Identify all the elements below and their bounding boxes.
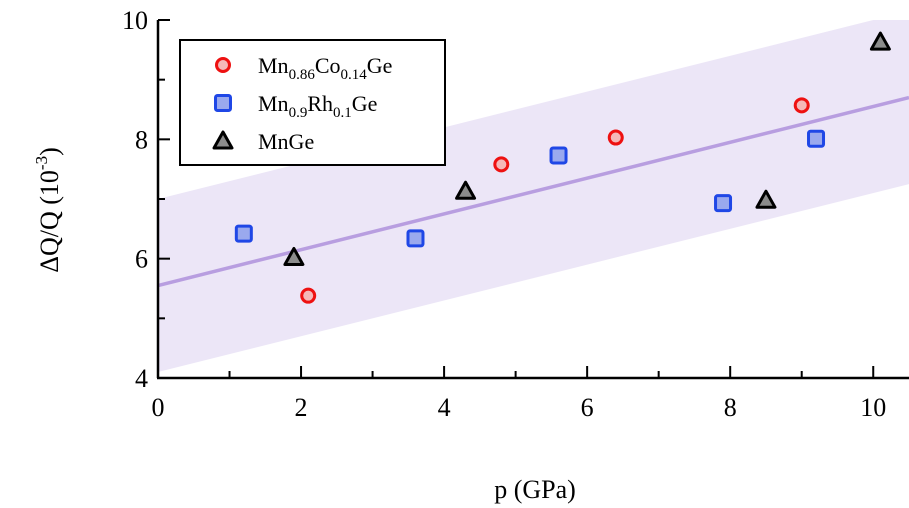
- data-point-triangle: [455, 180, 477, 200]
- legend-marker-circle: [215, 57, 231, 73]
- fit-line: [158, 95, 909, 288]
- x-tick-label: 10: [860, 393, 886, 422]
- legend-label-text: Mn: [258, 91, 289, 116]
- axes: 0 2 4 6 8 10 4 6 8 10: [122, 6, 909, 422]
- x-tick-label: 6: [581, 393, 594, 422]
- y-axis-title-exponent: -3: [32, 156, 51, 170]
- legend-label: Mn0.86Co0.14Ge: [258, 53, 392, 83]
- legend-label: MnGe: [258, 129, 314, 154]
- legend-label-text: Rh: [307, 91, 333, 116]
- data-point-circle: [793, 97, 810, 114]
- data-point-triangle: [755, 189, 777, 209]
- fit-confidence-band: [158, 20, 909, 373]
- data-point-triangle: [869, 31, 891, 51]
- legend-label-subscript: 0.1: [333, 105, 352, 121]
- legend-label-text: Co: [315, 53, 341, 78]
- legend-marker-triangle: [212, 130, 234, 150]
- legend-label-text: Mn: [258, 53, 289, 78]
- confidence-band-layer: [158, 20, 909, 373]
- y-tick-label: 4: [135, 364, 148, 393]
- data-point-circle: [300, 287, 317, 304]
- legend-label-text: MnGe: [258, 129, 314, 154]
- y-axis-title-close: ): [35, 147, 64, 156]
- legend-marker-square: [214, 94, 232, 112]
- data-point-circle: [607, 129, 624, 146]
- data-point-square: [549, 146, 568, 165]
- data-point-square: [234, 224, 253, 243]
- y-tick-label: 6: [135, 245, 148, 274]
- legend-label-text: Ge: [367, 53, 393, 78]
- x-axis-title: p (GPa): [494, 475, 576, 504]
- data-point-square: [714, 194, 733, 213]
- legend-label-subscript: 0.86: [289, 67, 316, 83]
- x-tick-label: 8: [724, 393, 737, 422]
- legend-label-text: Ge: [352, 91, 378, 116]
- legend-label: Mn0.9Rh0.1Ge: [258, 91, 377, 121]
- data-points: [234, 31, 891, 304]
- legend-label-subscript: 0.9: [289, 105, 308, 121]
- x-tick-label: 4: [438, 393, 451, 422]
- x-tick-label: 2: [295, 393, 308, 422]
- x-tick-label: 0: [152, 393, 165, 422]
- data-point-square: [406, 229, 425, 248]
- y-tick-label: 8: [135, 125, 148, 154]
- legend-label-subscript: 0.14: [341, 67, 368, 83]
- fit-line-layer: [158, 95, 909, 288]
- y-axis-title-main: ΔQ/Q (10: [35, 170, 64, 273]
- y-tick-label: 10: [122, 6, 148, 35]
- data-point-square: [807, 129, 826, 148]
- y-axis-title: ΔQ/Q (10-3): [32, 147, 64, 273]
- data-point-circle: [493, 156, 510, 173]
- data-point-triangle: [283, 246, 305, 266]
